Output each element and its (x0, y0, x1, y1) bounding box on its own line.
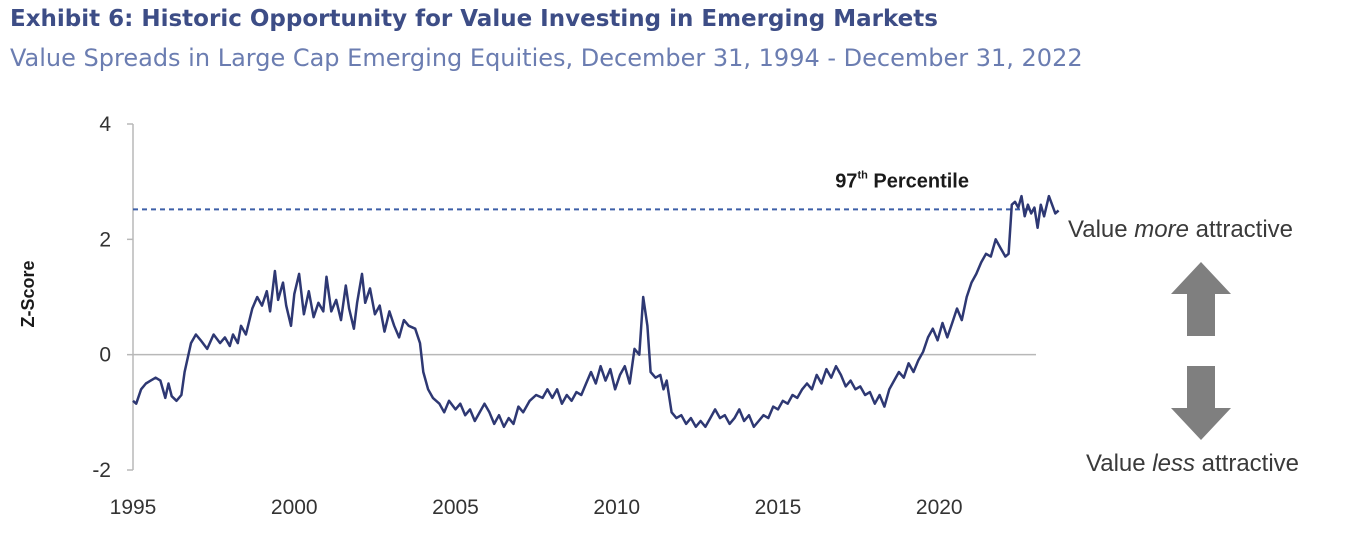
value-more-attractive-label: Value more attractive (1068, 216, 1294, 243)
x-tick-label: 2015 (755, 496, 802, 519)
percentile-number: 97 (835, 170, 857, 192)
series-line-value-spread (132, 194, 1060, 429)
up-arrow-icon (1171, 262, 1231, 336)
percentile-suffix: Percentile (868, 170, 969, 192)
percentile-label: 97th Percentile (835, 169, 969, 192)
y-tick-label: 0 (99, 344, 111, 367)
x-tick-label: 2005 (432, 496, 479, 519)
percentile-superscript: th (857, 169, 868, 181)
x-tick-labels: 1995 2000 2005 2010 2015 2020 (110, 496, 963, 519)
x-tick-label: 2010 (593, 496, 640, 519)
value-less-attractive-label: Value less attractive (1086, 450, 1300, 477)
chart-title: Exhibit 6: Historic Opportunity for Valu… (10, 6, 938, 32)
y-tick-label: -2 (92, 459, 111, 482)
y-tick-labels: -2 0 2 4 (92, 113, 133, 482)
chart-subtitle: Value Spreads in Large Cap Emerging Equi… (10, 44, 1083, 72)
x-tick-label: 2000 (271, 496, 318, 519)
x-tick-label: 1995 (110, 496, 157, 519)
down-arrow-icon (1171, 366, 1231, 440)
y-tick-label: 4 (99, 113, 111, 136)
x-tick-label: 2020 (916, 496, 963, 519)
y-tick-label: 2 (99, 228, 111, 251)
y-axis-label: Z-Score (18, 260, 38, 327)
